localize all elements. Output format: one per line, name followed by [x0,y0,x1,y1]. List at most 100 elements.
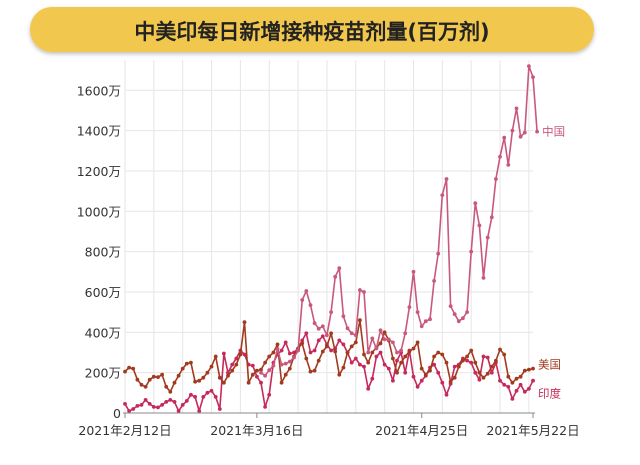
data-point-china [469,249,474,254]
data-point-usa [205,370,210,375]
data-point-china [325,333,329,338]
series-india [123,331,535,413]
data-point-china [481,276,486,280]
data-point-usa [242,320,247,325]
data-point-india [193,395,198,399]
data-point-usa [131,366,136,371]
data-point-china [279,362,284,367]
data-point-india [164,400,169,404]
data-point-india [370,376,375,381]
data-point-usa [197,378,202,383]
series-label-india: 印度 [538,387,561,401]
series-layer [123,64,539,413]
series-label-usa: 美国 [538,358,561,372]
data-point-usa [518,374,523,379]
data-point-usa [502,352,507,357]
data-point-india [255,374,259,379]
data-point-china [514,106,519,111]
data-point-usa [469,348,474,353]
data-point-usa [333,349,338,354]
y-tick-label: 200万 [85,366,121,381]
data-point-india [127,409,131,413]
data-point-india [353,356,358,361]
data-point-usa [329,331,333,336]
data-point-usa [498,347,502,352]
data-point-china [386,337,391,342]
data-point-china [382,337,387,342]
data-point-usa [452,375,457,380]
data-point-india [514,388,519,393]
data-point-india [131,407,136,411]
data-point-usa [267,354,272,359]
data-point-india [205,390,210,395]
data-point-india [201,395,206,399]
data-point-china [341,314,346,319]
data-point-usa [456,364,461,369]
data-point-china [510,128,515,133]
data-point-india [209,388,214,393]
data-point-india [477,377,482,382]
data-point-usa [514,376,519,381]
data-point-india [250,363,255,368]
data-point-india [189,392,193,397]
chart-title: 中美印每日新增接种疫苗剂量(百万剂) [134,20,489,44]
data-point-india [415,384,420,389]
data-point-india [341,342,346,347]
data-point-usa [234,362,239,367]
data-point-india [123,402,127,406]
data-point-india [213,395,218,399]
data-point-china [320,324,325,329]
data-point-india [329,348,333,353]
data-point-china [312,321,317,326]
data-point-usa [255,368,259,373]
data-point-usa [172,380,177,385]
data-point-china [498,154,502,159]
series-label-china: 中国 [542,125,565,139]
data-point-india [172,400,177,404]
data-point-china [329,310,333,314]
data-point-india [180,403,185,407]
data-point-india [436,370,441,375]
data-point-china [436,251,441,256]
data-point-usa [432,354,436,359]
y-tick-label: 600万 [85,285,121,300]
data-point-china [259,370,263,375]
data-point-china [419,324,424,329]
data-point-india [374,354,379,359]
data-point-china [440,193,445,198]
data-point-usa [143,384,148,389]
data-point-usa [275,342,280,347]
data-point-china [494,177,498,181]
data-point-china [502,135,507,140]
series-label-layer: 印度 美国 中国 [538,125,565,401]
data-point-china [391,340,395,345]
data-point-usa [308,369,313,374]
data-point-usa [135,377,140,382]
data-point-usa [461,358,465,363]
data-point-india [419,378,424,383]
series-china [259,64,539,378]
data-point-usa [411,346,416,351]
data-point-india [308,350,313,355]
data-point-china [485,235,490,240]
data-point-china [296,348,300,353]
axis-layer: 0 200万 400万 600万 800万 1000万 1200万 1400万 1600万 202… [77,83,580,438]
data-point-china [518,134,523,139]
data-point-china [349,331,354,336]
data-point-china [461,316,465,321]
data-point-usa [419,366,424,371]
data-point-usa [279,380,284,385]
data-point-usa [358,318,362,323]
data-point-china [316,326,321,331]
data-point-usa [382,330,387,335]
data-point-china [263,373,267,378]
data-point-usa [180,366,185,371]
data-point-usa [349,344,354,349]
data-point-usa [444,360,449,365]
data-point-usa [213,354,218,359]
data-point-india [230,362,235,367]
data-point-usa [263,360,267,365]
data-point-usa [209,364,214,369]
data-point-china [366,350,371,355]
y-tick-label: 800万 [85,245,121,260]
